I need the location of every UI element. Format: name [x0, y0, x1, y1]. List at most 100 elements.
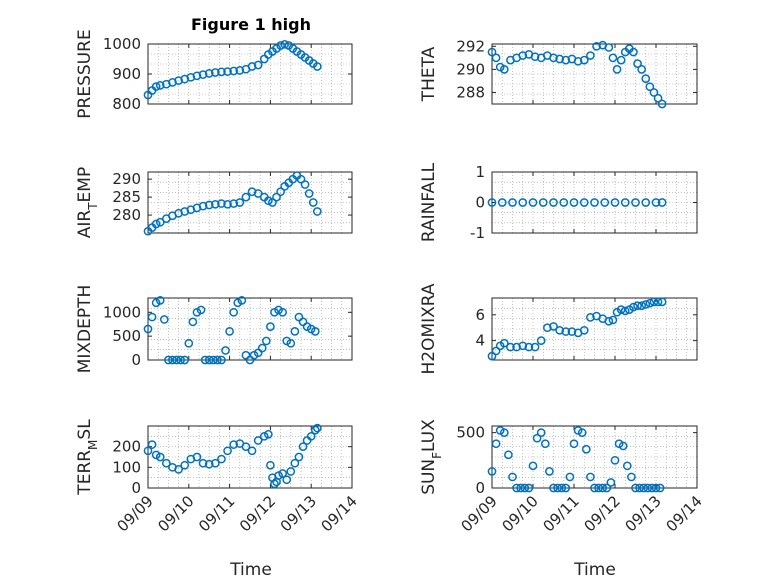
subplot-rainfall: -1 0 1 RAINFALL: [419, 162, 698, 242]
data-point: [241, 442, 251, 452]
x-axis-label-left: Time: [229, 560, 272, 580]
data-point: [198, 201, 208, 211]
data-point: [164, 355, 173, 365]
y-axis-label-main: AIR: [75, 210, 95, 239]
data-point: [524, 483, 534, 493]
data-point: [274, 471, 283, 480]
y-tick-label: 100: [112, 458, 141, 476]
data-point: [264, 429, 273, 439]
data-point: [223, 446, 232, 456]
y-tick-label: 200: [112, 438, 141, 456]
y-tick-label: 900: [112, 65, 141, 83]
data-point: [657, 297, 667, 307]
data-point: [579, 198, 589, 207]
data-point: [276, 187, 285, 197]
data-point: [499, 338, 509, 348]
data-point: [198, 458, 208, 468]
y-tick-label: 500: [112, 327, 141, 345]
axes-box: [147, 297, 353, 361]
data-point: [204, 459, 214, 469]
data-point: [497, 198, 507, 207]
data-point: [294, 452, 304, 462]
data-point: [545, 467, 554, 476]
data-point: [312, 423, 322, 433]
data-point: [217, 199, 226, 208]
y-tick-label: 290: [456, 60, 485, 78]
data-point: [223, 199, 232, 209]
data-point: [518, 51, 528, 60]
data-point: [210, 199, 220, 209]
grid: [147, 297, 353, 361]
data-point: [217, 454, 226, 464]
y-tick-label: 0: [131, 351, 141, 369]
data-point: [491, 346, 501, 356]
y-tick-label: 288: [456, 83, 485, 101]
data-point: [499, 428, 509, 437]
data-point: [290, 327, 300, 336]
data-point: [610, 455, 620, 465]
y-axis-label: SUNFLUX: [419, 419, 444, 495]
data-point: [530, 52, 540, 62]
y-axis-label-main: TERR: [75, 450, 95, 496]
data-point: [147, 440, 157, 449]
data-point: [620, 306, 630, 316]
y-tick-label: -1: [470, 224, 485, 242]
data-point: [204, 355, 214, 365]
x-axis-label-right: Time: [573, 560, 616, 580]
data-point: [622, 461, 632, 471]
data-point: [272, 192, 281, 202]
data-point: [280, 39, 290, 49]
data-point: [298, 317, 308, 327]
data-point: [487, 47, 497, 57]
data-point: [637, 301, 647, 311]
data-point: [487, 467, 497, 476]
data-point: [631, 198, 640, 207]
data-point: [627, 472, 636, 482]
data-point: [540, 439, 550, 449]
data-point: [516, 483, 526, 493]
data-point: [257, 343, 267, 353]
data-point: [235, 66, 245, 75]
data-point: [184, 338, 194, 348]
data-point: [608, 53, 618, 63]
subplot-theta: 288 290 292 THETA: [419, 37, 698, 109]
y-axis-label-main: PRESSURE: [75, 29, 95, 118]
data-point: [581, 444, 591, 454]
data-point: [569, 198, 579, 207]
grid: [147, 425, 353, 489]
data-point: [573, 56, 583, 66]
data-point: [174, 76, 183, 85]
data-point: [645, 298, 655, 308]
y-tick-label: 0: [131, 479, 141, 497]
data-point: [276, 41, 285, 50]
data-point: [151, 450, 161, 460]
y-axis-label-main: MIXDEPTH: [75, 285, 95, 374]
x-tick-label: 09/09: [114, 492, 157, 535]
data-point: [180, 460, 190, 470]
data-point: [196, 305, 206, 315]
y-axis-label: AIRTEMP: [75, 167, 100, 238]
data-point: [637, 65, 647, 74]
data-point: [536, 428, 546, 437]
data-point: [641, 74, 651, 83]
data-point: [508, 198, 517, 207]
data-point: [168, 355, 177, 365]
x-tick-label: 09/12: [581, 492, 624, 535]
data-point: [159, 315, 169, 324]
axes-box: [147, 425, 353, 489]
data-point: [645, 82, 655, 92]
data-point: [172, 355, 181, 365]
y-tick-label: 500: [456, 424, 485, 442]
data-point: [538, 198, 548, 207]
data-point: [549, 198, 558, 207]
data-point: [561, 55, 571, 65]
x-tick-label: 09/12: [236, 492, 279, 535]
data-point: [210, 68, 220, 77]
y-axis-label: THETA: [419, 46, 439, 102]
subplot-mixdepth: 0 500 1000 MIXDEPTH: [75, 285, 353, 374]
data-point: [590, 483, 599, 493]
data-point: [186, 72, 196, 82]
